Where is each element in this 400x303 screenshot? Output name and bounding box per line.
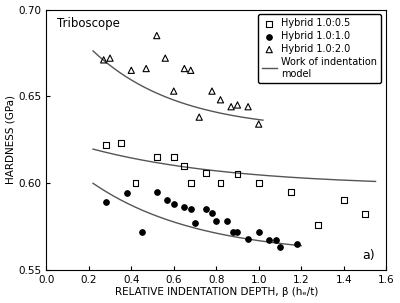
Hybrid 1.0:0.5 [340, 198, 347, 203]
Hybrid 1.0:1.0 [164, 198, 170, 203]
Hybrid 1.0:2.0 [100, 58, 107, 62]
Hybrid 1.0:1.0 [213, 219, 220, 224]
Work of indentation
model [129, 204, 134, 207]
Text: Triboscope: Triboscope [56, 17, 119, 30]
Hybrid 1.0:1.0 [202, 207, 209, 211]
Hybrid 1.0:2.0 [188, 68, 194, 73]
Hybrid 1.0:1.0 [272, 238, 279, 243]
Hybrid 1.0:1.0 [209, 210, 215, 215]
Hybrid 1.0:2.0 [154, 33, 160, 38]
Hybrid 1.0:1.0 [181, 205, 188, 210]
Work of indentation
model [103, 190, 108, 193]
Hybrid 1.0:2.0 [217, 97, 224, 102]
Hybrid 1.0:2.0 [170, 89, 177, 94]
Hybrid 1.0:2.0 [181, 66, 188, 71]
Hybrid 1.0:0.5 [154, 155, 160, 159]
Hybrid 1.0:1.0 [294, 241, 300, 246]
Work of indentation
model [99, 187, 104, 191]
Hybrid 1.0:0.5 [287, 189, 294, 194]
Hybrid 1.0:0.5 [188, 181, 194, 185]
Hybrid 1.0:1.0 [234, 229, 241, 234]
Hybrid 1.0:2.0 [228, 104, 234, 109]
Hybrid 1.0:1.0 [230, 229, 236, 234]
Hybrid 1.0:0.5 [202, 170, 209, 175]
Hybrid 1.0:0.5 [132, 181, 139, 185]
Hybrid 1.0:1.0 [139, 229, 145, 234]
Hybrid 1.0:0.5 [362, 212, 368, 217]
Hybrid 1.0:2.0 [245, 104, 251, 109]
Hybrid 1.0:1.0 [277, 245, 283, 250]
Work of indentation
model [288, 243, 293, 246]
Hybrid 1.0:1.0 [154, 189, 160, 194]
Work of indentation
model [299, 244, 304, 248]
Hybrid 1.0:2.0 [196, 115, 202, 120]
Hybrid 1.0:0.5 [256, 181, 262, 185]
Hybrid 1.0:2.0 [143, 66, 149, 71]
Work of indentation
model [281, 242, 286, 246]
Hybrid 1.0:0.5 [170, 155, 177, 159]
Hybrid 1.0:1.0 [245, 236, 251, 241]
Hybrid 1.0:1.0 [192, 221, 198, 225]
Hybrid 1.0:2.0 [234, 102, 241, 107]
Y-axis label: HARDNESS (GPa): HARDNESS (GPa) [6, 95, 16, 184]
Hybrid 1.0:1.0 [188, 207, 194, 211]
Line: Work of indentation
model: Work of indentation model [93, 183, 301, 246]
Hybrid 1.0:2.0 [128, 68, 134, 73]
Hybrid 1.0:0.5 [181, 163, 188, 168]
Hybrid 1.0:2.0 [209, 89, 215, 94]
Hybrid 1.0:2.0 [256, 122, 262, 126]
Hybrid 1.0:0.5 [217, 181, 224, 185]
Work of indentation
model [91, 181, 96, 185]
Hybrid 1.0:2.0 [162, 56, 168, 61]
Hybrid 1.0:1.0 [256, 229, 262, 234]
Hybrid 1.0:1.0 [124, 191, 130, 196]
Hybrid 1.0:1.0 [102, 200, 109, 205]
Hybrid 1.0:0.5 [118, 141, 124, 145]
Hybrid 1.0:1.0 [170, 201, 177, 206]
Hybrid 1.0:0.5 [234, 172, 241, 177]
Work of indentation
model [146, 211, 151, 215]
Hybrid 1.0:0.5 [102, 142, 109, 147]
Hybrid 1.0:2.0 [107, 56, 113, 61]
Legend: Hybrid 1.0:0.5, Hybrid 1.0:1.0, Hybrid 1.0:2.0, Work of indentation
model: Hybrid 1.0:0.5, Hybrid 1.0:1.0, Hybrid 1… [258, 15, 381, 82]
Hybrid 1.0:0.5 [315, 222, 321, 227]
Hybrid 1.0:1.0 [224, 219, 230, 224]
Hybrid 1.0:1.0 [266, 238, 272, 243]
X-axis label: RELATIVE INDENTATION DEPTH, β (hₑ/t): RELATIVE INDENTATION DEPTH, β (hₑ/t) [114, 288, 318, 298]
Text: a): a) [362, 249, 375, 262]
